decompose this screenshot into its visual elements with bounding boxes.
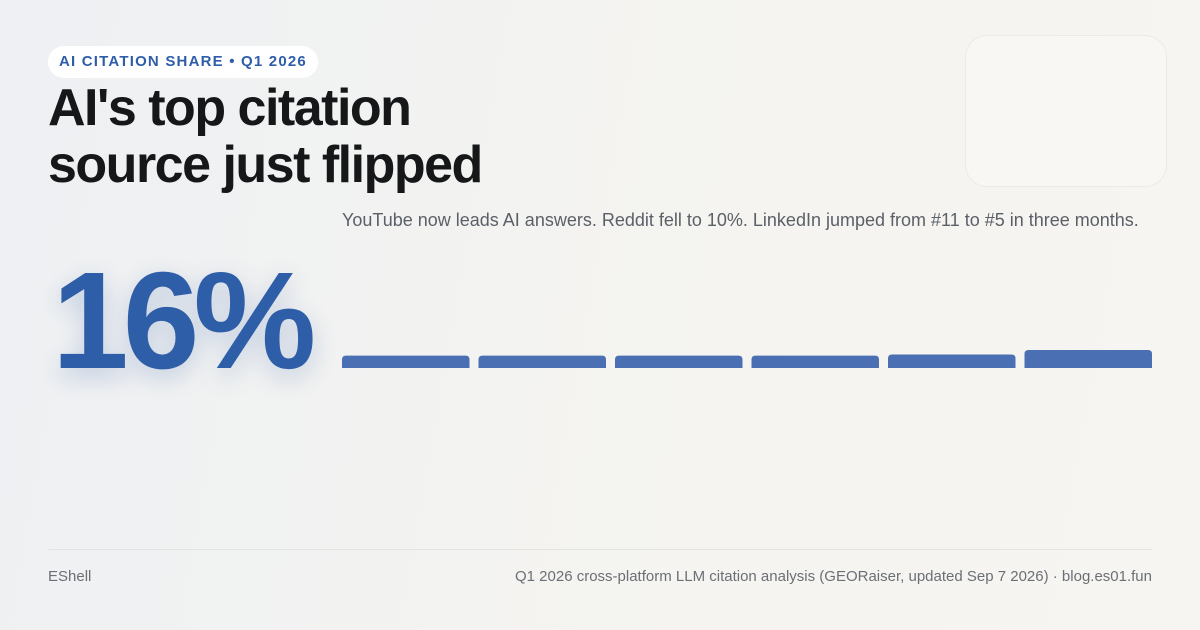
footer-left: EShell xyxy=(48,568,92,585)
headline-stat: 16% xyxy=(52,244,316,398)
bar xyxy=(478,355,606,368)
footer-right: Q1 2026 cross-platform LLM citation anal… xyxy=(514,568,1152,585)
divider xyxy=(48,549,1152,550)
badge: AI CITATION SHARE • Q1 2026 xyxy=(48,46,318,78)
subtitle: YouTube now leads AI answers. Reddit fel… xyxy=(342,210,1139,230)
decoration xyxy=(965,35,1167,187)
bar xyxy=(342,355,470,368)
bar xyxy=(1024,350,1152,368)
bar xyxy=(751,355,879,368)
title: AI's top citation source just flipped xyxy=(48,79,483,194)
bar-chart xyxy=(342,350,1152,368)
bar xyxy=(615,355,743,368)
bar xyxy=(888,354,1016,368)
